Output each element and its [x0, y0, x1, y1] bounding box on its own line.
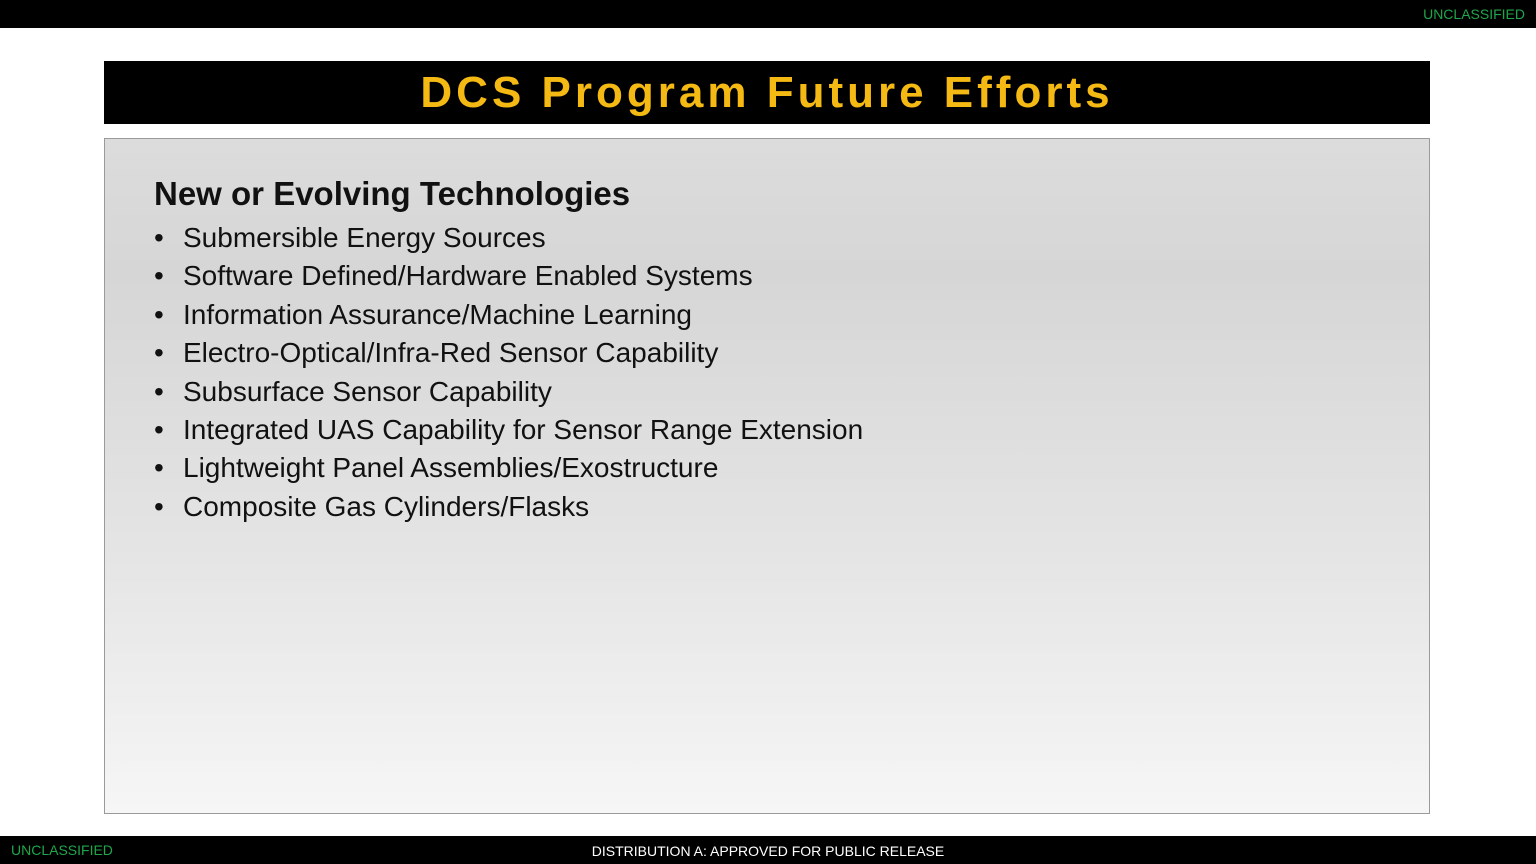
classification-label: UNCLASSIFIED	[11, 842, 113, 858]
classification-label: UNCLASSIFIED	[1423, 6, 1525, 22]
list-item: Composite Gas Cylinders/Flasks	[154, 488, 863, 526]
list-item: Lightweight Panel Assemblies/Exostructur…	[154, 449, 863, 487]
list-item: Information Assurance/Machine Learning	[154, 296, 863, 334]
list-item: Subsurface Sensor Capability	[154, 373, 863, 411]
slide-title: DCS Program Future Efforts	[420, 67, 1114, 117]
list-item: Electro-Optical/Infra-Red Sensor Capabil…	[154, 334, 863, 372]
top-classification-banner: UNCLASSIFIED	[0, 0, 1536, 28]
list-item: Integrated UAS Capability for Sensor Ran…	[154, 411, 863, 449]
bottom-classification-banner: UNCLASSIFIED DISTRIBUTION A: APPROVED FO…	[0, 836, 1536, 864]
title-bar: DCS Program Future Efforts	[104, 61, 1430, 124]
list-item: Software Defined/Hardware Enabled System…	[154, 257, 863, 295]
list-item: Submersible Energy Sources	[154, 219, 863, 257]
section-heading: New or Evolving Technologies	[154, 175, 631, 212]
distribution-statement: DISTRIBUTION A: APPROVED FOR PUBLIC RELE…	[591, 843, 945, 859]
content-panel: New or Evolving Technologies Submersible…	[104, 138, 1430, 814]
bullet-list: Submersible Energy Sources Software Defi…	[154, 219, 863, 526]
